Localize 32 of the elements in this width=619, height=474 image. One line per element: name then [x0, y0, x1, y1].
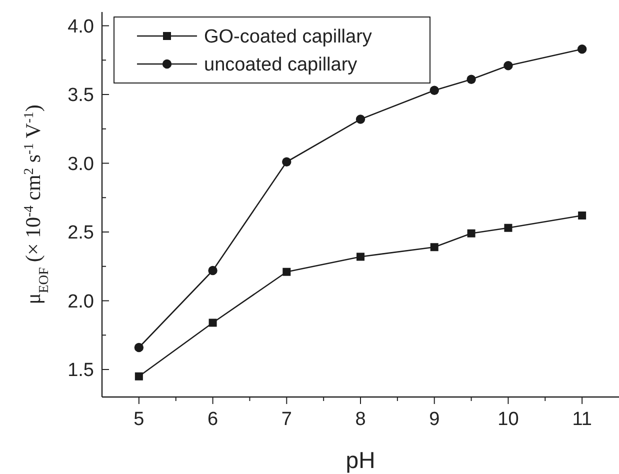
y-tick-label: 3.5 — [68, 85, 94, 106]
x-tick-label: 10 — [498, 409, 519, 430]
y-tick-label: 2.5 — [68, 222, 94, 244]
point — [134, 342, 144, 352]
x-tick-label: 11 — [572, 409, 592, 430]
x-tick-label: 8 — [355, 409, 366, 430]
point — [578, 212, 586, 220]
point — [430, 86, 439, 95]
y-tick-label: 4.0 — [68, 16, 94, 38]
point — [504, 61, 513, 70]
point — [430, 243, 438, 252]
point — [134, 372, 143, 380]
point — [208, 318, 217, 327]
point — [282, 268, 291, 276]
y-tick-label: 2.0 — [68, 291, 94, 312]
point — [208, 266, 218, 276]
legend-label: uncoated capillary — [204, 54, 358, 76]
point — [356, 252, 364, 261]
x-tick-label: 7 — [281, 409, 292, 430]
y-tick-label: 3.0 — [68, 154, 94, 175]
point — [466, 74, 476, 84]
point — [356, 114, 366, 124]
point — [577, 44, 587, 54]
point — [467, 229, 476, 238]
x-tick-label: 5 — [134, 409, 144, 430]
point — [504, 224, 512, 232]
y-tick-label: 1.5 — [68, 360, 94, 382]
legend-label: GO-coated capillary — [204, 26, 372, 48]
x-tick-label: 9 — [429, 409, 440, 430]
point — [282, 157, 292, 166]
x-tick-label: 6 — [207, 409, 218, 430]
x-axis-title: pH — [346, 447, 376, 473]
